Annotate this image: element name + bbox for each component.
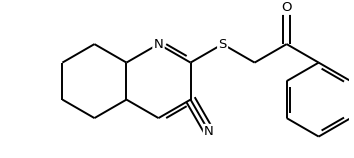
Text: N: N: [204, 125, 214, 138]
Text: O: O: [281, 1, 292, 14]
Text: S: S: [218, 38, 227, 51]
Text: N: N: [154, 38, 164, 51]
